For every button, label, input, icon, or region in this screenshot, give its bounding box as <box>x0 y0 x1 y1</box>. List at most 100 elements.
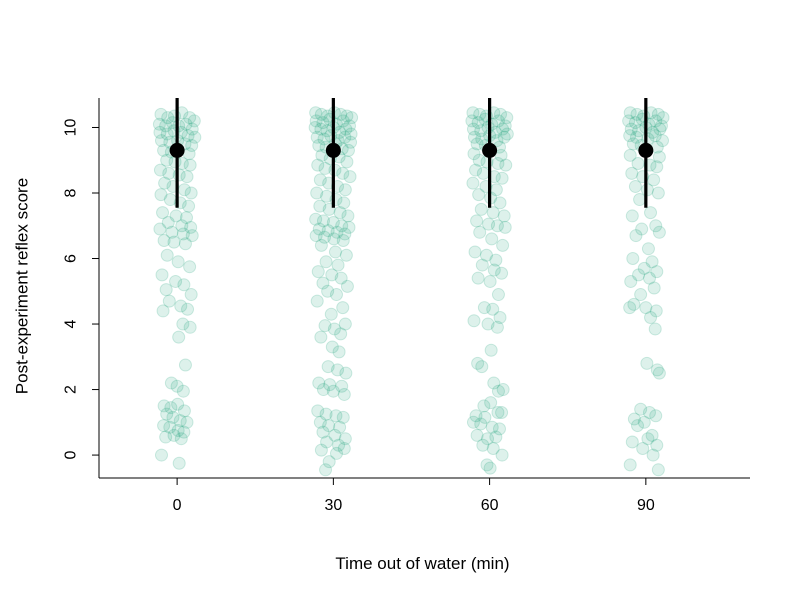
jitter-points-layer <box>152 106 670 477</box>
data-point <box>173 414 187 428</box>
data-point <box>158 176 172 190</box>
data-point <box>166 410 180 424</box>
data-point <box>473 225 487 239</box>
data-point <box>325 268 339 282</box>
data-point <box>640 356 654 370</box>
data-point <box>169 209 183 223</box>
data-point <box>185 229 199 243</box>
data-point <box>623 458 637 472</box>
data-point <box>623 148 637 162</box>
data-point <box>633 193 647 207</box>
data-point <box>160 407 174 421</box>
data-point <box>478 410 492 424</box>
data-point <box>183 260 197 274</box>
data-point <box>318 161 332 175</box>
data-point <box>471 271 485 285</box>
data-point <box>170 379 184 393</box>
data-point <box>644 310 658 324</box>
data-point <box>653 122 667 136</box>
data-point <box>321 360 335 374</box>
data-point <box>649 114 663 128</box>
data-point <box>651 463 665 477</box>
data-point <box>326 384 340 398</box>
mean-point <box>325 142 341 158</box>
data-point <box>184 288 198 302</box>
data-point <box>625 209 639 223</box>
data-point <box>154 107 168 121</box>
data-point <box>340 109 354 123</box>
data-point <box>174 299 188 313</box>
data-point <box>466 122 480 136</box>
x-tick-label: 30 <box>324 497 342 514</box>
data-point <box>185 139 199 152</box>
data-point <box>337 387 351 401</box>
data-point <box>483 274 497 288</box>
data-point <box>184 186 198 200</box>
data-point <box>161 215 175 229</box>
data-point <box>322 455 336 469</box>
data-point <box>491 114 505 128</box>
data-point <box>154 448 168 462</box>
data-point <box>654 119 668 133</box>
data-point <box>341 143 355 157</box>
data-point <box>339 248 353 262</box>
data-point <box>337 442 351 456</box>
data-point <box>493 310 507 324</box>
data-point <box>340 279 354 293</box>
data-point <box>647 173 661 187</box>
data-point <box>470 214 484 228</box>
data-point <box>500 127 514 141</box>
data-point <box>313 173 327 187</box>
data-point <box>316 425 330 439</box>
data-point <box>630 107 644 121</box>
data-point <box>178 237 192 251</box>
x-tick-label: 60 <box>481 497 499 514</box>
summary-layer <box>169 98 654 208</box>
data-point <box>656 111 670 125</box>
data-point <box>497 130 511 144</box>
data-point <box>322 419 336 433</box>
data-point <box>167 428 181 442</box>
data-point <box>160 153 174 167</box>
data-point <box>465 114 479 128</box>
data-point <box>316 214 330 228</box>
data-point <box>489 430 503 444</box>
data-point <box>309 229 323 243</box>
data-point <box>153 125 167 139</box>
data-point <box>477 301 491 315</box>
data-point <box>335 379 349 393</box>
data-point <box>466 176 480 190</box>
data-point <box>336 166 350 180</box>
data-point <box>335 219 349 233</box>
data-point <box>467 314 481 328</box>
data-point <box>625 435 639 449</box>
data-point <box>172 456 186 470</box>
data-point <box>310 186 324 200</box>
data-point <box>177 404 191 418</box>
data-point <box>649 304 663 318</box>
data-point <box>491 157 505 171</box>
data-point <box>316 383 330 397</box>
data-point <box>328 428 342 442</box>
data-point <box>327 322 341 336</box>
data-point <box>482 217 496 231</box>
data-point <box>152 117 166 131</box>
data-point <box>623 129 637 143</box>
data-point <box>154 134 168 148</box>
data-point <box>491 384 505 398</box>
data-point <box>155 268 169 282</box>
y-tick-label: 8 <box>63 188 80 197</box>
data-point <box>650 160 664 174</box>
data-point <box>176 227 190 241</box>
data-point <box>339 122 353 136</box>
data-point <box>648 129 662 143</box>
data-point <box>648 322 662 336</box>
mean-point <box>482 142 498 158</box>
data-point <box>469 163 483 177</box>
y-axis-title: Post-experiment reflex score <box>13 178 32 394</box>
data-point <box>650 363 664 377</box>
data-point <box>311 404 325 418</box>
data-point <box>314 443 328 457</box>
data-point <box>342 220 356 234</box>
data-point <box>652 366 666 380</box>
